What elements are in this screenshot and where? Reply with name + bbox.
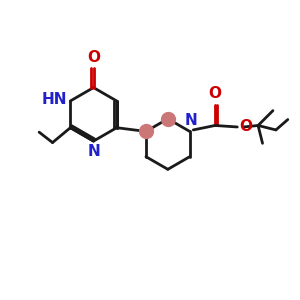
Text: O: O	[239, 119, 252, 134]
Text: O: O	[208, 86, 221, 101]
Text: O: O	[87, 50, 100, 65]
Text: N: N	[185, 113, 198, 128]
Text: HN: HN	[41, 92, 67, 107]
Text: N: N	[87, 144, 100, 159]
